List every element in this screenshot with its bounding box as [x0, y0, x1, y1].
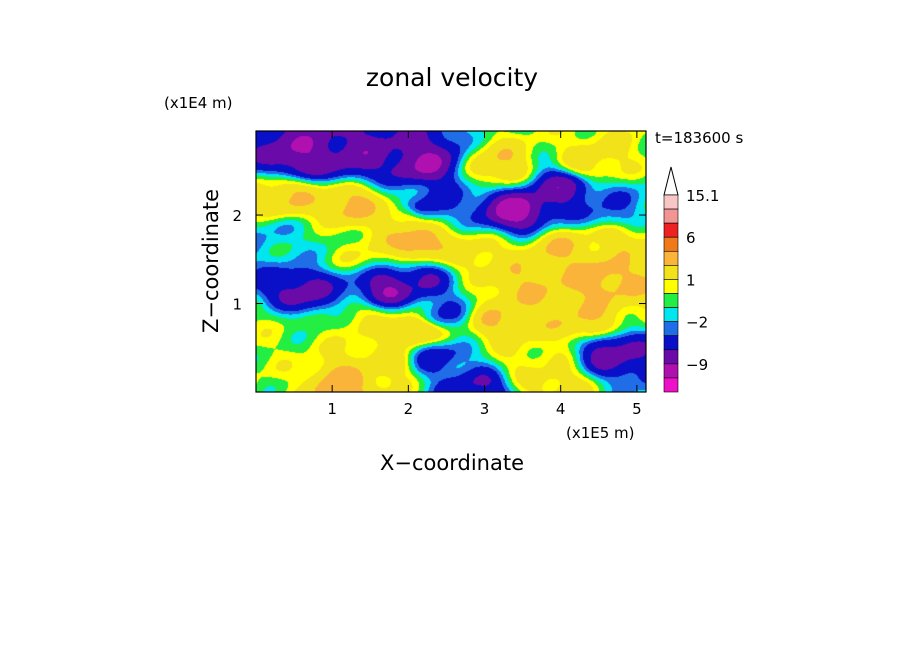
x-tick-label: 1 — [327, 400, 337, 418]
colorbar-swatch — [663, 236, 679, 252]
colorbar-swatch — [663, 250, 679, 266]
colorbar-swatch — [663, 377, 679, 393]
y-scale-label: (x1E4 m) — [164, 94, 233, 112]
colorbar-tick-label: −9 — [686, 356, 708, 374]
colorbar-tick-label: 6 — [686, 229, 696, 247]
colorbar-swatch — [663, 194, 679, 210]
colorbar-swatch — [663, 279, 679, 294]
x-axis-label: X−coordinate — [380, 451, 524, 475]
colorbar-swatch — [663, 349, 679, 365]
y-axis-label: Z−coordinate — [199, 189, 223, 333]
colorbar-tick-label: 1 — [686, 271, 696, 289]
y-tick-label: 2 — [232, 207, 242, 225]
x-tick-label: 4 — [556, 400, 566, 418]
colorbar-swatch — [663, 335, 679, 351]
y-axis: 12 — [232, 207, 646, 314]
y-tick-label: 1 — [232, 296, 242, 314]
x-tick-label: 2 — [404, 400, 414, 418]
colorbar-tick-label: 15.1 — [686, 187, 719, 205]
heatmap-canvas — [256, 131, 646, 392]
x-tick-label: 5 — [632, 400, 642, 418]
colorbar: 15.1 6 1 −2 −9 — [663, 166, 719, 393]
colorbar-swatch — [663, 307, 679, 322]
colorbar-swatch — [663, 222, 679, 238]
colorbar-swatch — [663, 321, 679, 337]
plot-frame — [255, 130, 647, 393]
colorbar-swatch — [663, 293, 679, 308]
time-label: t=183600 s — [655, 129, 743, 147]
colorbar-extend-arrow — [663, 166, 679, 196]
colorbar-swatch — [663, 265, 679, 280]
colorbar-swatch — [663, 208, 679, 224]
x-axis: 1 2 3 4 5 — [327, 131, 642, 418]
colorbar-swatch — [663, 363, 679, 379]
x-scale-label: (x1E5 m) — [566, 424, 635, 442]
colorbar-tick-label: −2 — [686, 314, 708, 332]
chart-title: zonal velocity — [366, 63, 538, 92]
x-tick-label: 3 — [480, 400, 490, 418]
heatmap-field — [256, 131, 646, 392]
